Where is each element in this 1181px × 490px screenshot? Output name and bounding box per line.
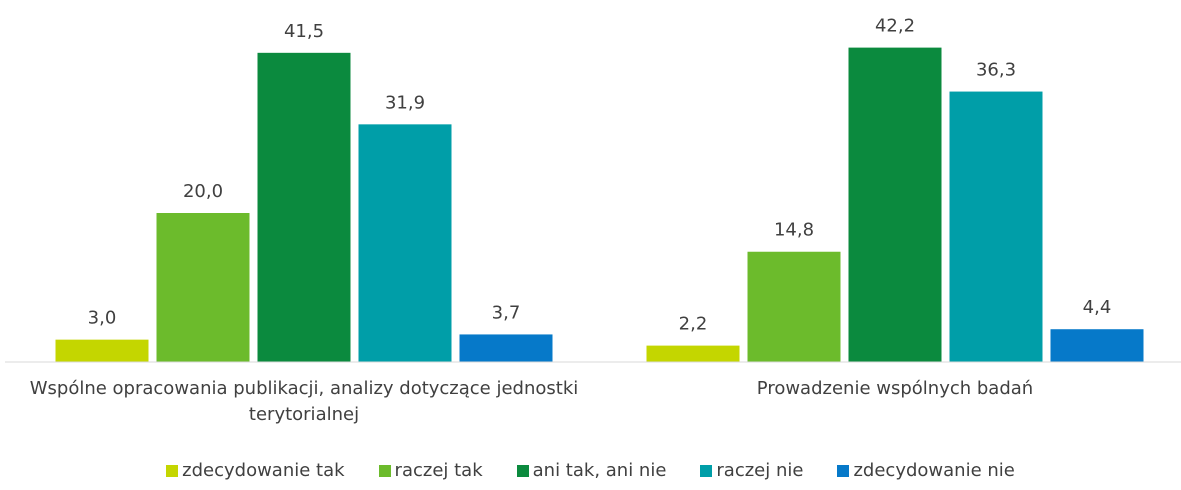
bar: [646, 345, 740, 362]
data-label: 41,5: [284, 21, 324, 42]
data-label: 36,3: [976, 60, 1016, 81]
data-label: 42,2: [875, 16, 915, 37]
chart: 3,0 20,0 41,5 31,9 3,7 2,2 14,8 42,2 36,3 4,4: [5, 16, 1181, 363]
data-label: 3,0: [88, 308, 117, 329]
legend-item: zdecydowanie tak: [166, 460, 345, 481]
data-label: 20,0: [183, 181, 223, 202]
bar: [747, 251, 841, 362]
legend-label: ani tak, ani nie: [532, 460, 667, 481]
x-tick-label: Wspólne opracowania publikacji, analizy …: [29, 378, 579, 425]
legend-swatch: [837, 464, 850, 477]
legend: zdecydowanie tak raczej tak ani tak, ani n…: [0, 460, 1181, 481]
legend-item: raczej tak: [378, 460, 483, 481]
bar: [358, 124, 452, 362]
data-label: 14,8: [774, 220, 814, 241]
legend-label: raczej nie: [716, 460, 804, 481]
data-label: 3,7: [492, 302, 521, 323]
legend-swatch: [700, 464, 713, 477]
bar: [848, 47, 942, 363]
legend-swatch: [516, 464, 529, 477]
legend-item: zdecydowanie nie: [837, 460, 1015, 481]
x-tick-label: Prowadzenie wspólnych badań: [756, 378, 1034, 399]
bar: [156, 213, 250, 362]
legend-swatch: [166, 464, 179, 477]
legend-label: raczej tak: [394, 460, 483, 481]
bar: [949, 91, 1043, 362]
data-label: 31,9: [385, 92, 425, 113]
bar: [459, 334, 553, 362]
legend-label: zdecydowanie tak: [182, 460, 345, 481]
legend-item: ani tak, ani nie: [516, 460, 667, 481]
bar: [55, 339, 149, 362]
data-label: 2,2: [679, 314, 708, 335]
data-label: 4,4: [1083, 297, 1112, 318]
legend-swatch: [378, 464, 391, 477]
legend-label: zdecydowanie nie: [853, 460, 1015, 481]
bar: [257, 52, 351, 362]
legend-item: raczej nie: [700, 460, 803, 481]
bar: [1050, 329, 1144, 362]
